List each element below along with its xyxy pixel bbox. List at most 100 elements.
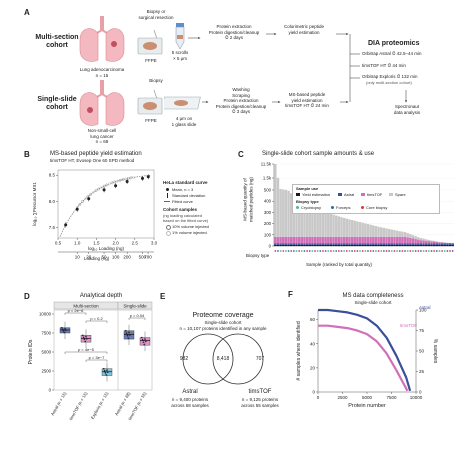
box-point [129, 334, 131, 336]
box-point [82, 334, 84, 337]
bar-segment [319, 236, 322, 244]
mean-point [75, 207, 79, 211]
panel-d-label: D [24, 292, 30, 301]
x-tick-label: 2.5 [132, 241, 139, 246]
bar-segment [289, 243, 293, 245]
single-section-label: 4 μm on 1 glass slide [171, 116, 197, 127]
fitted-curve [59, 175, 151, 237]
ng-tick-label: 20 [86, 255, 92, 260]
bar-segment [409, 244, 412, 246]
biopsy-type-marker [308, 250, 311, 252]
box-point [84, 340, 86, 343]
panel-e-subtitle-2: n = 10,107 proteins identified in any sa… [179, 326, 267, 331]
bar-segment [432, 243, 436, 245]
multi-biopsy-label: Biopsy or surgical resection [138, 9, 174, 20]
bar-segment [379, 243, 383, 245]
bar-segment [432, 244, 436, 246]
bar-segment [438, 242, 441, 244]
bar-segment [427, 244, 431, 246]
legend-1pct-marker [166, 231, 171, 236]
biopsy-type-marker [449, 250, 451, 252]
bar-segment [284, 236, 288, 244]
legend-astral-swatch [338, 193, 342, 196]
bar-segment [366, 224, 370, 237]
bar-segment [430, 240, 433, 242]
bar-segment [411, 235, 415, 239]
bar-segment [382, 236, 386, 244]
bar-segment [379, 244, 383, 246]
bar-segment [329, 243, 333, 245]
pvalue-label: p = 3e−7 [89, 355, 106, 360]
bar-segment [334, 243, 338, 245]
y-tick-label-right: 0 [419, 390, 422, 395]
biopsy-type-marker [435, 250, 438, 252]
biopsy-type-marker [427, 250, 430, 252]
bar-segment [374, 226, 378, 237]
bar-segment [398, 231, 401, 237]
cohort-legend-title: Cohort samples [163, 207, 198, 212]
legend-sd-marker [167, 193, 168, 198]
bar-segment [369, 224, 372, 237]
biopsy-type-marker [279, 250, 282, 252]
bar-segment [340, 244, 343, 246]
ng-tick-label: 200 [123, 255, 131, 260]
biopsy-type-marker [343, 250, 346, 252]
legend-astral-label: Astral [344, 192, 355, 197]
bar-segment [430, 241, 433, 244]
bar-segment [276, 236, 280, 244]
panel-b-xlabel-bottom: Loading (ng) [84, 256, 110, 261]
cohort-sample-point [116, 179, 119, 183]
legend-astral: Astral [419, 305, 431, 310]
bar-segment [337, 243, 341, 245]
biopsy-type-marker [388, 250, 391, 252]
y-tick-label-right: 25 [419, 369, 425, 374]
bar-segment [377, 243, 380, 245]
bar-segment [327, 244, 330, 246]
biopsy-type-marker [298, 250, 301, 252]
bar-segment [409, 234, 412, 238]
bar-segment [276, 177, 280, 237]
bar-segment [292, 236, 296, 244]
peptide-yield-scatter: 7.5 8.0 8.5 0.5 1.0 1.5 2.0 2.5 3.0 log₁₀ Loading… [32, 169, 158, 260]
bar-segment [372, 243, 375, 245]
cohort-sample-point [118, 178, 122, 182]
single-ffpe-block [137, 89, 163, 115]
bar-segment [334, 244, 338, 246]
bar-segment [393, 230, 396, 237]
biopsy-type-marker [401, 250, 404, 252]
bar-segment [424, 244, 428, 246]
y-tick-label: 0 [269, 244, 272, 249]
bar-segment [345, 243, 349, 245]
bar-segment [313, 243, 317, 245]
multi-ffpe-block [137, 29, 163, 55]
bar-segment [321, 211, 325, 237]
multi-tube-icon [175, 23, 185, 50]
pvalue-bracket [64, 351, 108, 354]
bar-segment [422, 243, 425, 245]
biopsy-type-marker [306, 250, 308, 252]
bar-segment [284, 244, 288, 246]
biopsy-type-marker [359, 250, 361, 252]
box-point [83, 338, 86, 341]
biopsy-type-marker [451, 250, 454, 252]
panel-d-title: Analytical depth [79, 293, 123, 299]
cohort-sample-point [132, 176, 136, 179]
ng-tick-label: 50 [102, 255, 108, 260]
bar-segment [342, 217, 346, 237]
bar-segment [377, 244, 380, 246]
pvalue-bracket [85, 359, 108, 362]
bar-segment [276, 244, 280, 246]
panel-c-title: Single-slide cohort sample amounts & use [262, 151, 375, 157]
panel-f-subtitle: Single-slide cohort [354, 300, 392, 305]
multi-scrolls-label: 5 scrolls × 5 μm [171, 50, 189, 61]
box-point [143, 343, 145, 346]
bar-segment [417, 239, 420, 244]
bar-segment [353, 236, 356, 244]
bar-segment [274, 164, 277, 237]
bar-segment [332, 236, 335, 244]
bar-segment [297, 244, 301, 246]
bar-segment [406, 237, 409, 244]
pvalue-bracket [85, 320, 108, 323]
bar-segment [282, 244, 285, 246]
bar-segment [337, 244, 341, 246]
